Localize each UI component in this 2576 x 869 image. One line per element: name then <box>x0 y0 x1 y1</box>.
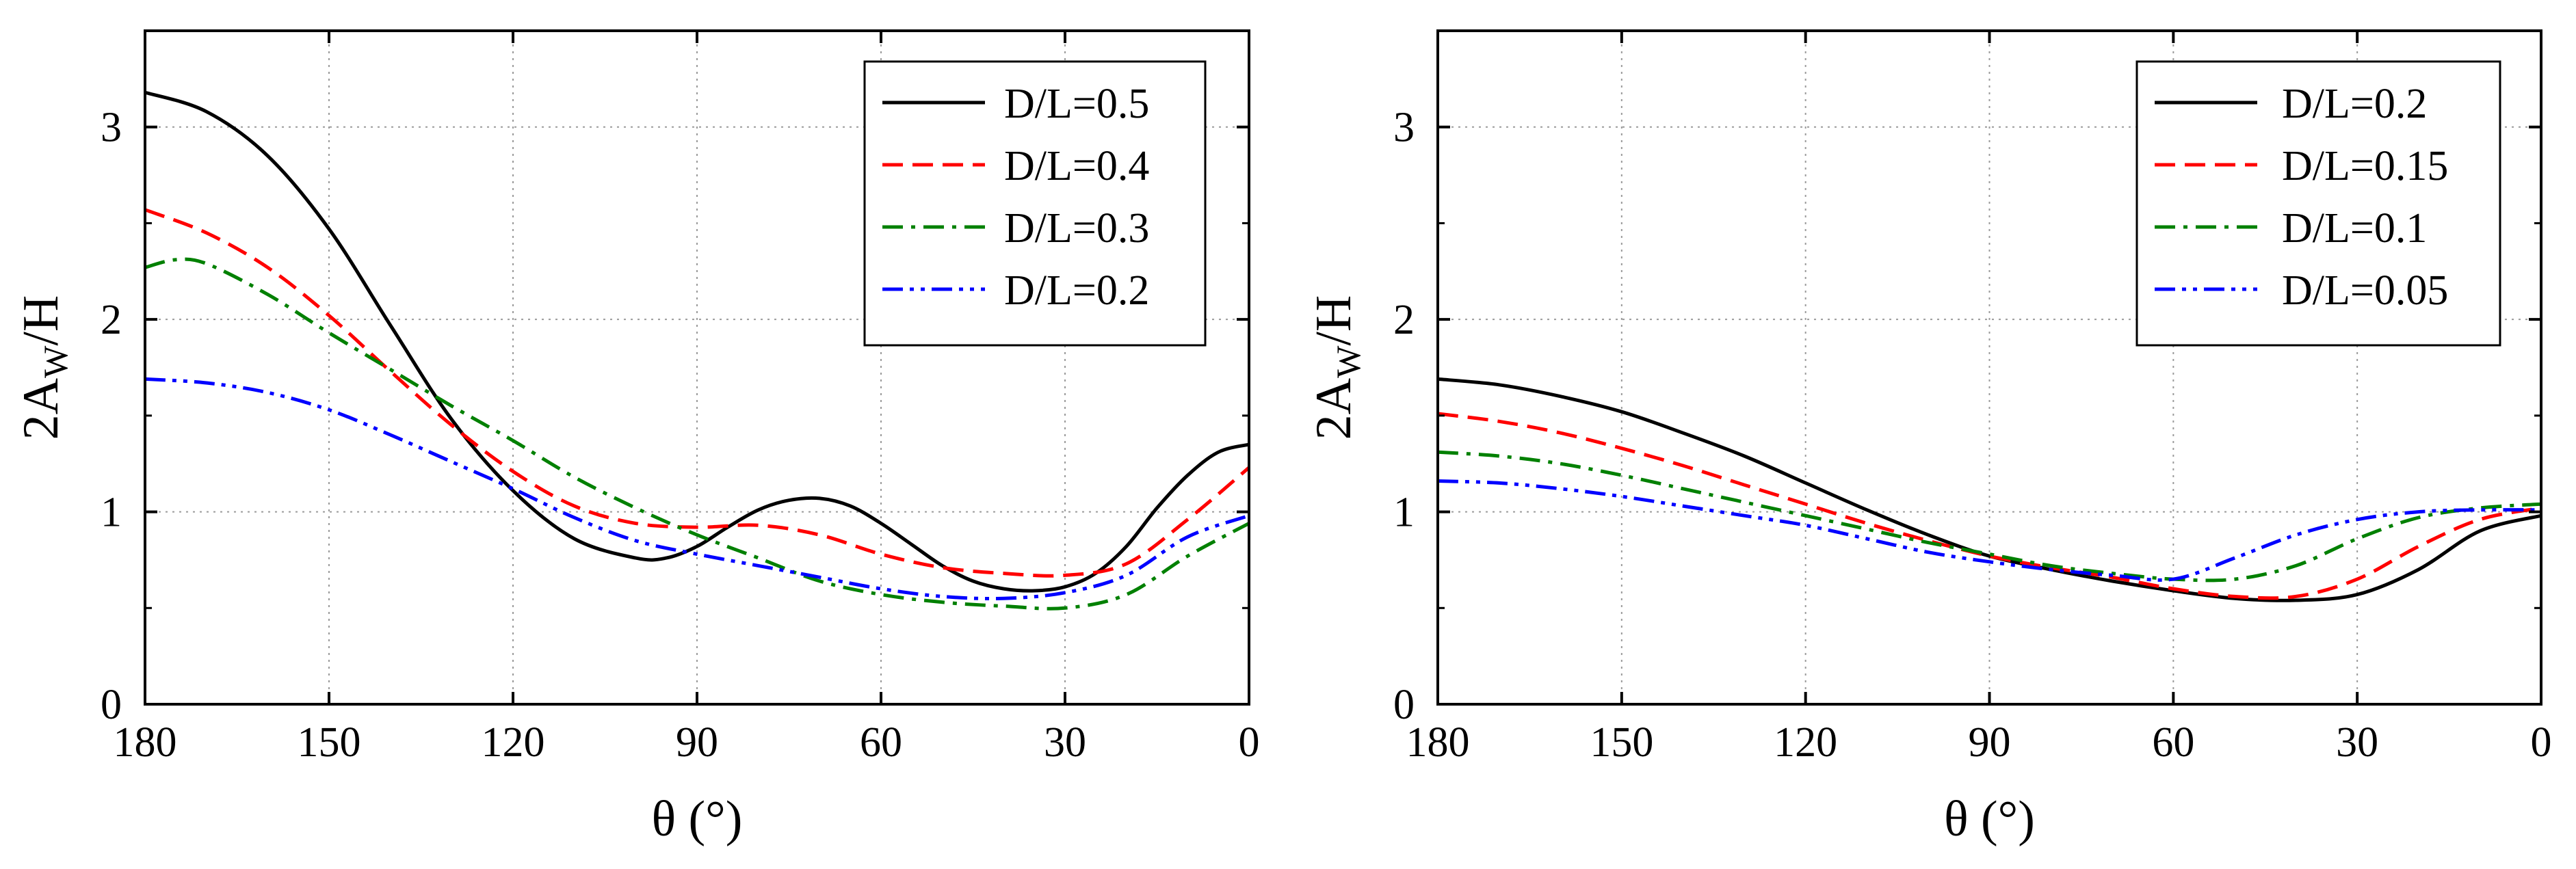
y-axis-title-subscript: W <box>36 345 75 378</box>
x-tick-label: 120 <box>482 719 545 766</box>
legend-box <box>863 60 1207 347</box>
legend-label: D/L=0.4 <box>1004 143 1149 189</box>
legend-label: D/L=0.05 <box>2282 267 2448 314</box>
x-tick-label: 150 <box>298 719 361 766</box>
y-axis-title-main: 2A <box>1306 378 1362 440</box>
series-line-d-l-0-15 <box>1437 412 2542 600</box>
legend-box <box>2135 60 2501 347</box>
y-axis-title-subscript: W <box>1329 345 1367 378</box>
series-line-d-l-0-2 <box>144 377 1250 601</box>
y-tick-label: 0 <box>1393 682 1415 728</box>
legend-label: D/L=0.5 <box>1004 81 1149 127</box>
x-tick-label: 30 <box>2336 719 2378 766</box>
x-tick-label: 120 <box>1774 719 1837 766</box>
x-tick-label: 0 <box>1239 719 1260 766</box>
x-axis-title: θ (°) <box>652 791 743 847</box>
y-tick-label: 3 <box>1393 105 1415 151</box>
y-axis-title-tail: /H <box>13 295 69 346</box>
x-tick-label: 90 <box>676 719 718 766</box>
y-axis-title: 2AW/H <box>13 295 75 440</box>
legend-label: D/L=0.15 <box>2282 143 2448 189</box>
x-axis-title: θ (°) <box>1944 791 2035 847</box>
y-tick-label: 0 <box>101 682 122 728</box>
legend-label: D/L=0.2 <box>1004 267 1149 314</box>
y-tick-label: 2 <box>101 297 122 343</box>
x-tick-label: 30 <box>1044 719 1086 766</box>
y-tick-label: 1 <box>1393 490 1415 536</box>
x-tick-label: 60 <box>2152 719 2194 766</box>
y-axis-title-tail: /H <box>1306 295 1362 346</box>
series-line-d-l-0-2 <box>1437 377 2542 602</box>
legend-label: D/L=0.2 <box>2282 81 2427 127</box>
x-tick-label: 180 <box>114 719 177 766</box>
series-line-d-l-0-05 <box>1437 479 2542 582</box>
x-tick-label: 150 <box>1590 719 1653 766</box>
y-tick-label: 3 <box>101 105 122 151</box>
x-tick-label: 60 <box>860 719 902 766</box>
legend-label: D/L=0.3 <box>1004 205 1149 252</box>
y-tick-label: 1 <box>101 490 122 536</box>
y-axis-title-main: 2A <box>13 378 69 440</box>
x-tick-label: 180 <box>1406 719 1470 766</box>
x-tick-label: 90 <box>1969 719 2011 766</box>
series-line-d-l-0-4 <box>144 208 1250 578</box>
y-axis-title: 2AW/H <box>1306 295 1367 440</box>
x-tick-label: 0 <box>2531 719 2552 766</box>
legend-label: D/L=0.1 <box>2282 205 2427 252</box>
y-tick-label: 2 <box>1393 297 1415 343</box>
legend: D/L=0.5 D/L=0.4 D/L=0.3 D/L=0.2 <box>863 60 1207 347</box>
legend: D/L=0.2 D/L=0.15 D/L=0.1 D/L=0.05 <box>2135 60 2501 347</box>
series-line-d-l-0-3 <box>144 257 1250 611</box>
